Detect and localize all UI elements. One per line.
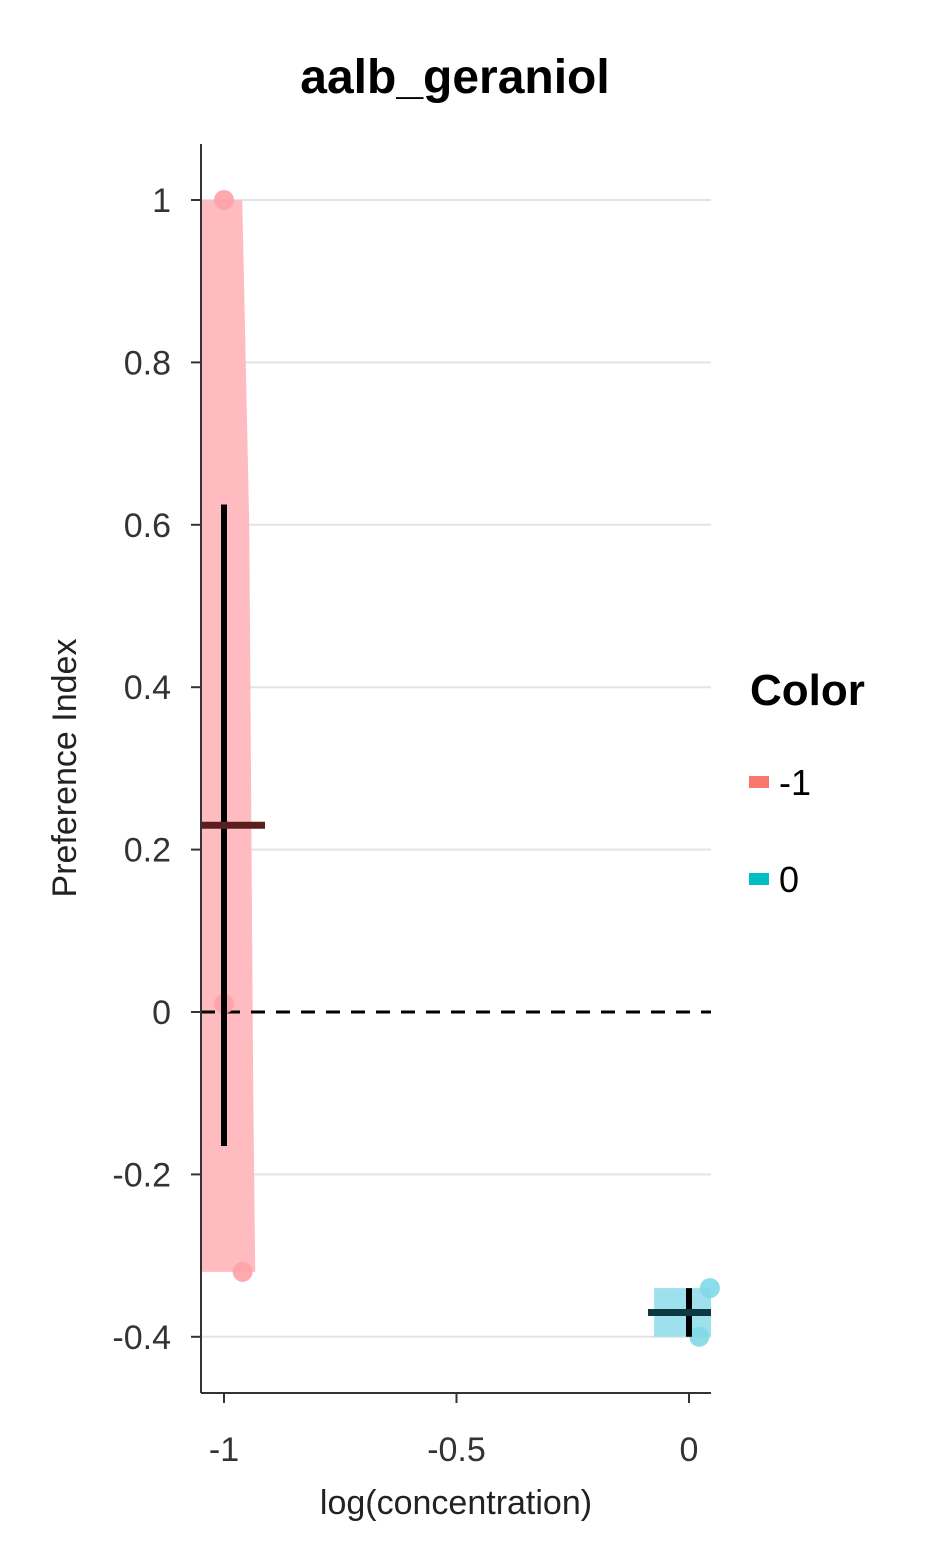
confidence-bands <box>201 200 711 1337</box>
y-tick-labels: -0.4 -0.2 0 0.2 0.4 0.6 0.8 1 <box>112 182 171 1357</box>
x-axis-label: log(concentration) <box>320 1484 592 1522</box>
point-series--1-2 <box>232 1261 253 1282</box>
y-tick-label-6: 0.8 <box>124 344 171 382</box>
x-tick-labels: -1 -0.5 0 <box>209 1431 699 1469</box>
y-tick-label-2: 0 <box>152 994 171 1032</box>
y-tick-label-4: 0.4 <box>124 669 171 707</box>
legend: Color -1 0 <box>749 666 865 900</box>
y-tick-label-7: 1 <box>152 182 171 220</box>
point-series--1-0 <box>214 190 234 210</box>
legend-key--1 <box>749 776 769 788</box>
legend-title: Color <box>750 666 865 715</box>
y-tick-label-3: 0.2 <box>124 832 171 870</box>
axes <box>191 144 711 1403</box>
band-series--1 <box>201 200 256 1272</box>
mean-and-error-bars <box>201 504 711 1337</box>
data-points <box>214 190 720 1347</box>
chart-title: aalb_geraniol <box>300 51 609 104</box>
x-tick-label-1: -0.5 <box>427 1431 486 1469</box>
x-tick-label-2: 0 <box>680 1431 699 1469</box>
y-tick-label-0: -0.4 <box>112 1319 171 1357</box>
x-tick-label-0: -1 <box>209 1431 239 1469</box>
point-series-0-0 <box>699 1278 720 1299</box>
y-axis-label: Preference Index <box>46 639 84 898</box>
legend-label-0: 0 <box>779 859 799 900</box>
legend-label--1: -1 <box>779 762 811 803</box>
point-series-0-1 <box>689 1326 710 1347</box>
grid-lines <box>201 199 711 1338</box>
y-tick-label-5: 0.6 <box>124 507 171 545</box>
legend-key-0 <box>749 873 769 885</box>
y-tick-label-1: -0.2 <box>112 1156 171 1194</box>
